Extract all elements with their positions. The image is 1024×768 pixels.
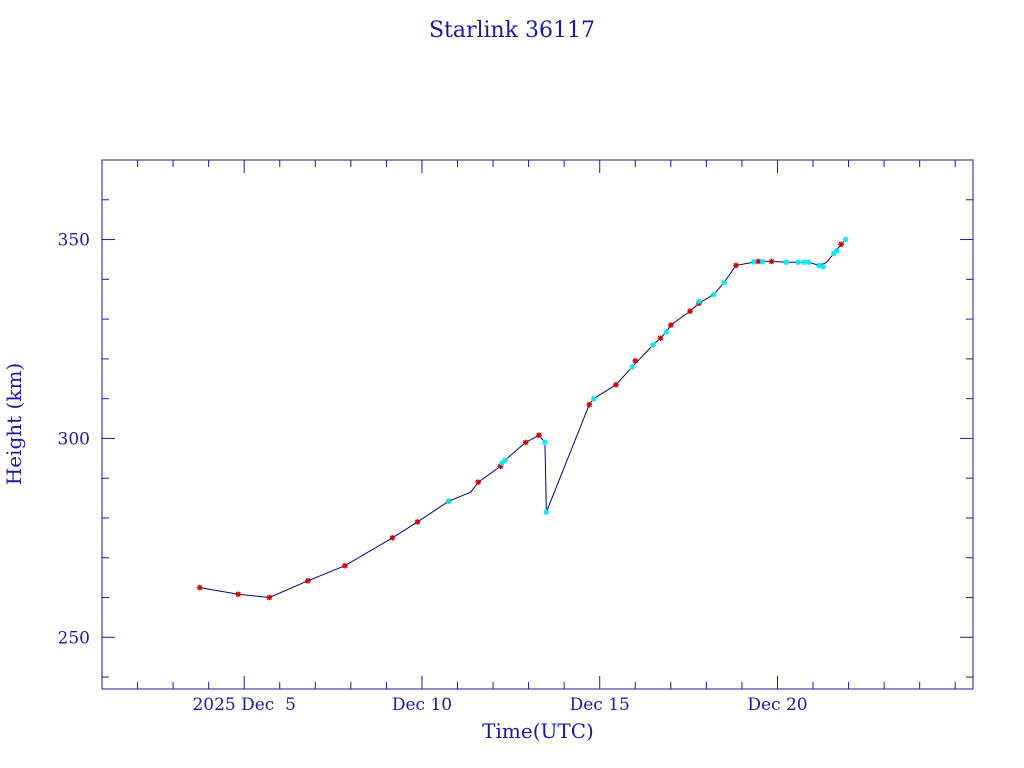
cyan-data-point	[543, 509, 550, 515]
red-data-point	[235, 591, 242, 598]
cyan-data-point	[820, 263, 827, 270]
cyan-data-point	[696, 298, 702, 304]
red-data-point	[838, 241, 844, 248]
cyan-data-point	[816, 262, 822, 269]
red-data-point	[613, 381, 619, 388]
red-data-point	[305, 578, 311, 584]
cyan-data-point	[833, 247, 840, 254]
cyan-data-point	[710, 291, 717, 298]
y-tick-label: 300	[58, 429, 90, 449]
x-tick-label: Dec 10	[392, 695, 452, 715]
y-tick-label: 350	[58, 231, 90, 251]
red-data-point	[196, 584, 203, 591]
chart-title: Starlink 36117	[429, 18, 595, 43]
cyan-data-point	[805, 259, 812, 266]
cyan-data-point	[542, 439, 548, 446]
x-axis-tick-labels: 2025 Dec 5 Dec 10 Dec 15 Dec 20	[192, 695, 807, 715]
red-data-point	[522, 439, 529, 446]
y-axis-tick-labels: 250 300 350	[58, 231, 90, 649]
x-axis-label: Time(UTC)	[482, 719, 594, 743]
cyan-data-point	[795, 259, 802, 266]
red-data-point	[266, 594, 273, 601]
x-tick-label: 2025 Dec 5	[192, 695, 296, 715]
height-trace-line	[199, 239, 846, 599]
red-data-point	[657, 335, 664, 341]
red-data-point	[342, 562, 348, 569]
y-tick-label: 250	[58, 628, 90, 648]
red-data-point	[632, 358, 639, 364]
red-data-point	[733, 262, 739, 269]
red-data-point	[586, 401, 593, 408]
red-data-point	[389, 535, 396, 541]
cyan-data-point	[783, 259, 790, 266]
red-data-point	[475, 479, 482, 485]
x-tick-label: Dec 20	[747, 695, 807, 715]
cyan-data-point	[499, 460, 505, 466]
plot-area-frame	[101, 159, 974, 690]
x-tick-label: Dec 15	[570, 695, 630, 715]
red-data-point	[414, 519, 421, 525]
cyan-data-point	[663, 329, 670, 335]
cyan-data-point	[842, 236, 849, 243]
cyan-data-point	[629, 364, 636, 370]
cyan-data-point	[445, 498, 452, 505]
cyan-data-point	[759, 259, 766, 265]
cyan-data-point	[590, 395, 597, 402]
cyan-data-point	[650, 342, 656, 348]
cyan-data-point	[801, 259, 807, 266]
red-data-point	[687, 308, 693, 314]
red-data-point	[668, 322, 674, 328]
y-axis-ticks	[102, 159, 973, 678]
cyan-data-point	[750, 259, 757, 265]
cyan-data-point	[721, 279, 727, 286]
y-axis-label: Height (km)	[2, 363, 26, 485]
red-data-point	[536, 432, 542, 439]
x-axis-ticks	[101, 160, 956, 689]
red-data-point	[768, 258, 775, 265]
data-points	[196, 236, 849, 601]
